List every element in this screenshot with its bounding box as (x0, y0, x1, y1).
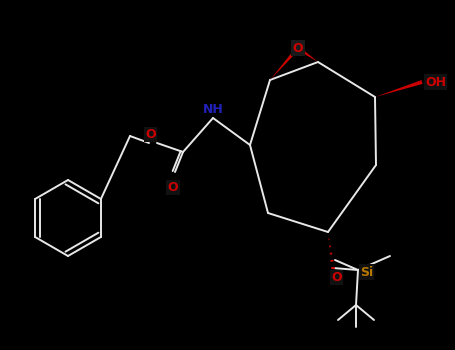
Polygon shape (297, 46, 318, 62)
Text: O: O (168, 181, 178, 194)
Text: O: O (146, 128, 156, 141)
Text: NH: NH (202, 103, 223, 116)
Text: OH: OH (425, 76, 446, 89)
Text: O: O (331, 271, 342, 284)
Text: O: O (293, 42, 303, 55)
Text: Si: Si (360, 266, 373, 279)
Polygon shape (270, 47, 299, 80)
Polygon shape (375, 80, 423, 97)
